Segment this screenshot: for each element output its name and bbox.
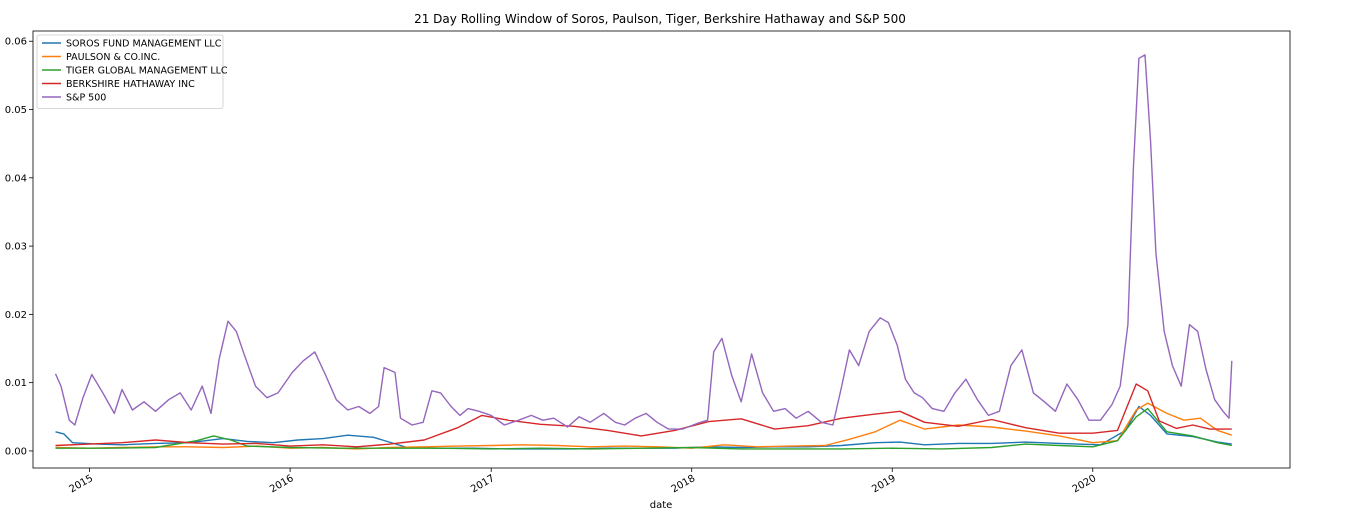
series-line-s-p-500 [54,54,1233,430]
y-tick-label: 0.03 [5,242,27,253]
y-tick-label: 0.00 [5,446,27,457]
x-tick-label: 2015 [68,473,96,495]
y-axis: 0.00 0.01 0.02 0.03 0.04 0.05 0.06 [5,37,33,457]
series-line-soros-fund-management-llc [55,405,1232,450]
x-axis-label: date [650,500,673,511]
chart-title: 21 Day Rolling Window of Soros, Paulson,… [414,12,906,26]
x-tick-label: 2018 [670,473,698,495]
y-tick-label: 0.01 [5,378,27,389]
y-tick-label: 0.05 [5,105,27,116]
legend-entry: SOROS FUND MANAGEMENT LLC [66,39,222,50]
y-tick-label: 0.02 [5,310,27,321]
plot-area-frame [32,30,1291,469]
legend-entry: TIGER GLOBAL MANAGEMENT LLC [65,66,228,77]
x-tick-label: 2016 [268,473,296,495]
x-tick-label: 2017 [469,473,497,495]
series-line-berkshire-hathaway-inc [55,383,1232,448]
series-line-tiger-global-management-llc [55,407,1232,450]
x-tick-label: 2019 [870,473,898,495]
legend-entry: PAULSON & CO.INC. [66,52,160,63]
legend-entry: BERKSHIRE HATHAWAY INC [66,79,195,90]
legend-box [36,34,224,109]
y-tick-label: 0.06 [5,37,27,48]
x-axis: 2015 2016 2017 2018 2019 2020 [68,468,1099,495]
x-tick-label: 2020 [1071,473,1099,495]
series-lines [54,54,1233,450]
legend: SOROS FUND MANAGEMENT LLC PAULSON & CO.IN… [36,34,228,109]
legend-entry: S&P 500 [66,93,106,104]
y-tick-label: 0.04 [5,173,27,184]
